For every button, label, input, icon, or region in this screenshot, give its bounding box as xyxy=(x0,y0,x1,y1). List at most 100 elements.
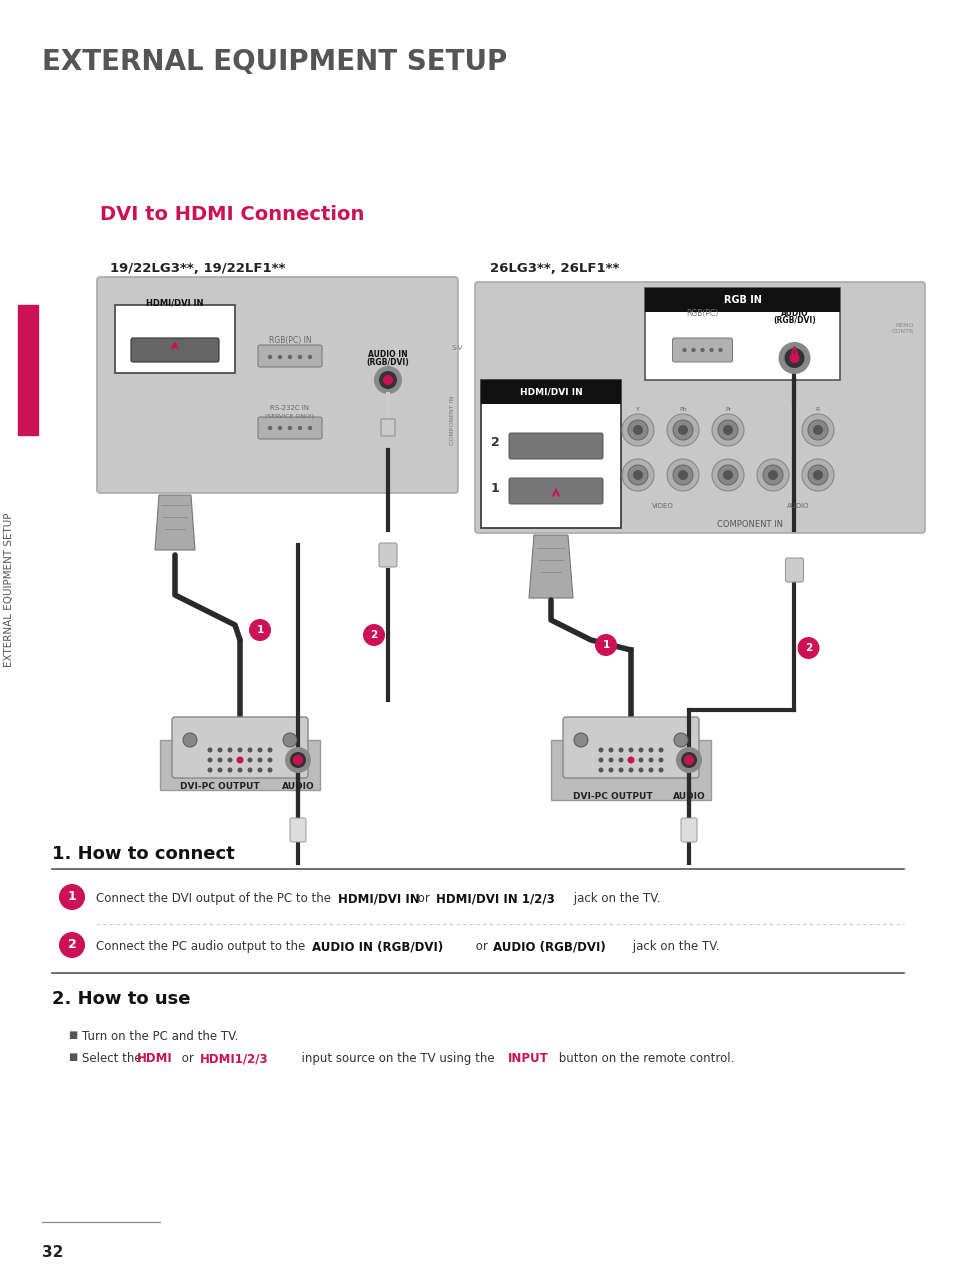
Circle shape xyxy=(711,459,743,491)
Text: 1: 1 xyxy=(601,640,609,650)
Bar xyxy=(480,380,620,528)
Circle shape xyxy=(618,767,623,772)
Circle shape xyxy=(288,426,292,430)
Text: DVI-PC OUTPUT: DVI-PC OUTPUT xyxy=(180,782,259,791)
Circle shape xyxy=(247,758,253,762)
Circle shape xyxy=(257,767,262,772)
Circle shape xyxy=(267,748,273,753)
Text: 32: 32 xyxy=(42,1245,63,1261)
Circle shape xyxy=(277,355,282,359)
Text: COMPONENT IN: COMPONENT IN xyxy=(450,396,455,445)
Circle shape xyxy=(722,469,732,480)
Circle shape xyxy=(249,619,271,641)
FancyBboxPatch shape xyxy=(672,338,732,363)
Circle shape xyxy=(797,637,819,659)
Circle shape xyxy=(666,459,699,491)
Circle shape xyxy=(658,758,662,762)
Circle shape xyxy=(268,426,272,430)
Text: HDMI: HDMI xyxy=(137,1052,172,1065)
FancyBboxPatch shape xyxy=(131,338,219,363)
Circle shape xyxy=(608,767,613,772)
Circle shape xyxy=(608,758,613,762)
Circle shape xyxy=(237,758,242,762)
Text: ■: ■ xyxy=(68,1052,77,1062)
Circle shape xyxy=(807,466,827,485)
Bar xyxy=(160,740,319,790)
Text: R: R xyxy=(815,407,820,412)
Circle shape xyxy=(308,355,312,359)
Circle shape xyxy=(297,426,302,430)
Text: jack on the TV.: jack on the TV. xyxy=(569,892,659,904)
Circle shape xyxy=(382,375,393,385)
Circle shape xyxy=(672,466,692,485)
Text: AUDIO IN: AUDIO IN xyxy=(368,350,407,359)
Circle shape xyxy=(297,355,302,359)
Circle shape xyxy=(673,733,687,747)
Text: Pb: Pb xyxy=(679,407,686,412)
Circle shape xyxy=(666,413,699,446)
Circle shape xyxy=(308,426,312,430)
Text: AUDIO (RGB/DVI): AUDIO (RGB/DVI) xyxy=(493,940,605,953)
Text: VIDEO: VIDEO xyxy=(652,502,673,509)
Text: HDMI/DVI IN: HDMI/DVI IN xyxy=(519,388,581,397)
Text: DVI-PC OUTPUT: DVI-PC OUTPUT xyxy=(573,792,652,801)
Text: (SERVICE ONLY): (SERVICE ONLY) xyxy=(265,413,314,418)
Text: HDMI/DVI IN: HDMI/DVI IN xyxy=(337,892,419,904)
Text: Turn on the PC and the TV.: Turn on the PC and the TV. xyxy=(82,1030,238,1043)
Text: (RGB/DVI): (RGB/DVI) xyxy=(366,357,409,368)
Polygon shape xyxy=(529,536,573,598)
Circle shape xyxy=(267,767,273,772)
FancyBboxPatch shape xyxy=(475,282,924,533)
Circle shape xyxy=(718,420,738,440)
FancyBboxPatch shape xyxy=(172,717,308,778)
Text: AUDIO IN (RGB/DVI): AUDIO IN (RGB/DVI) xyxy=(312,940,443,953)
Bar xyxy=(18,305,38,435)
Circle shape xyxy=(767,469,778,480)
Circle shape xyxy=(374,366,401,394)
Circle shape xyxy=(627,466,647,485)
Text: Y: Y xyxy=(636,407,639,412)
Circle shape xyxy=(658,767,662,772)
Circle shape xyxy=(633,425,642,435)
Circle shape xyxy=(608,748,613,753)
Circle shape xyxy=(217,758,222,762)
Text: 26LG3**, 26LF1**: 26LG3**, 26LF1** xyxy=(490,262,618,275)
FancyBboxPatch shape xyxy=(784,558,802,583)
Circle shape xyxy=(678,469,687,480)
Text: AUDIO: AUDIO xyxy=(672,792,704,801)
FancyBboxPatch shape xyxy=(290,818,306,842)
Text: 1: 1 xyxy=(68,890,76,903)
Text: COMPONENT IN: COMPONENT IN xyxy=(717,520,782,529)
Text: RGB(PC) IN: RGB(PC) IN xyxy=(269,336,311,345)
Bar xyxy=(480,380,620,404)
Circle shape xyxy=(681,347,686,352)
Circle shape xyxy=(618,748,623,753)
Text: DVI to HDMI Connection: DVI to HDMI Connection xyxy=(100,205,364,224)
Text: AUDIO: AUDIO xyxy=(780,309,807,318)
Circle shape xyxy=(680,752,697,768)
Text: input source on the TV using the: input source on the TV using the xyxy=(294,1052,497,1065)
Text: button on the remote control.: button on the remote control. xyxy=(555,1052,734,1065)
Circle shape xyxy=(757,459,788,491)
Circle shape xyxy=(236,757,243,763)
Circle shape xyxy=(293,756,303,764)
Circle shape xyxy=(268,355,272,359)
Text: EXTERNAL EQUIPMENT SETUP: EXTERNAL EQUIPMENT SETUP xyxy=(4,513,14,668)
Text: RGB IN: RGB IN xyxy=(722,295,760,305)
Text: 2: 2 xyxy=(370,630,377,640)
Circle shape xyxy=(812,469,822,480)
Text: or: or xyxy=(414,892,434,904)
FancyBboxPatch shape xyxy=(562,717,699,778)
Circle shape xyxy=(247,767,253,772)
Text: jack on the TV.: jack on the TV. xyxy=(628,940,719,953)
Circle shape xyxy=(700,347,704,352)
FancyBboxPatch shape xyxy=(378,543,396,567)
Text: 1. How to connect: 1. How to connect xyxy=(52,845,234,862)
Circle shape xyxy=(807,420,827,440)
Text: 2: 2 xyxy=(68,939,76,951)
Text: RS-232C IN: RS-232C IN xyxy=(270,404,309,411)
Circle shape xyxy=(285,747,311,773)
Circle shape xyxy=(718,347,722,352)
Circle shape xyxy=(676,747,701,773)
FancyBboxPatch shape xyxy=(509,478,602,504)
